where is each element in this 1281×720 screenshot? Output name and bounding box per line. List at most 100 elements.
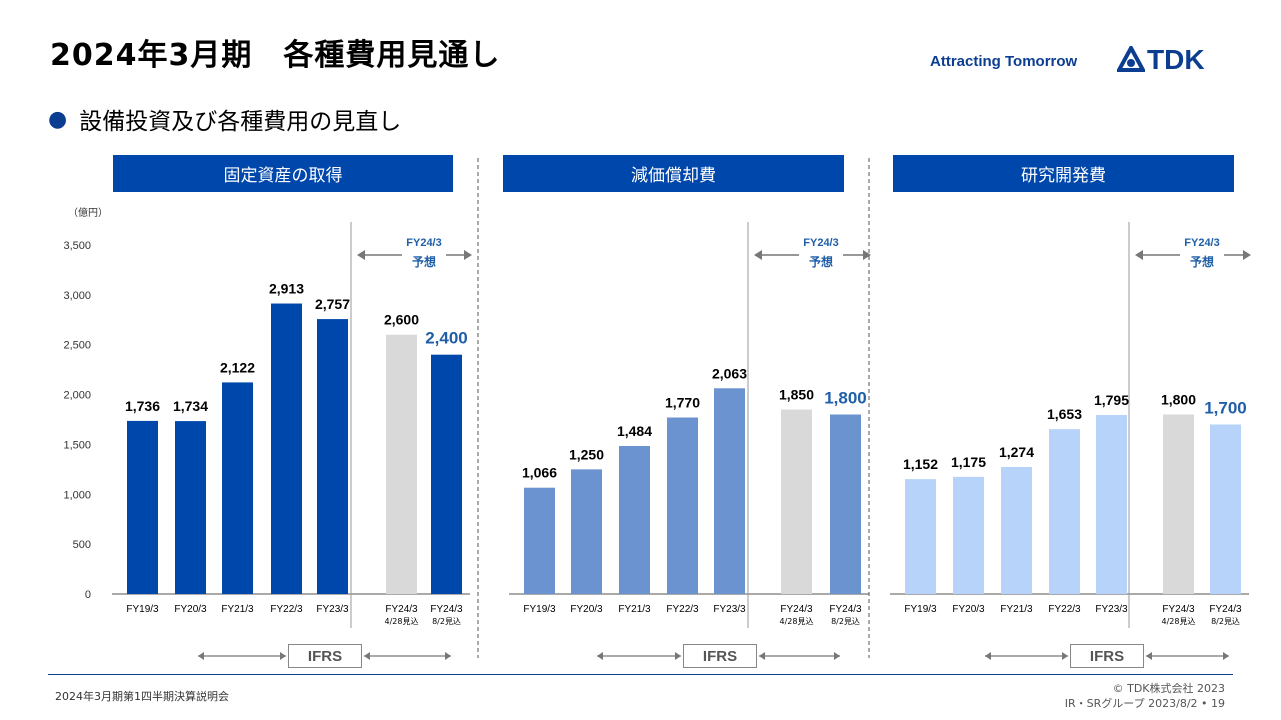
depreciation-category-sublabel: 4/28見込 (780, 617, 814, 626)
capex-forecast-arrow-right-head (464, 250, 472, 260)
unit-label: （億円） (68, 208, 108, 219)
tdk-logo: TDK (1117, 44, 1205, 76)
footer-copyright: © TDK株式会社 2023 (1112, 682, 1225, 695)
logo-text: TDK (1147, 44, 1205, 75)
rd-bar (1096, 415, 1127, 594)
depreciation-category-label: FY20/3 (570, 604, 603, 615)
tagline: Attracting Tomorrow (930, 53, 1078, 70)
capex-value-label: 1,736 (125, 398, 160, 414)
capex-category-label: FY20/3 (174, 604, 207, 615)
rd-bar (905, 479, 936, 594)
capex-category-label: FY21/3 (221, 604, 254, 615)
capex-category-sublabel: 4/28見込 (385, 617, 419, 626)
footer-rule (48, 674, 1233, 675)
capex-bar (175, 421, 206, 594)
ifrs-box-capex: IFRS (288, 644, 362, 668)
depreciation-ifrs-arrow-left-head-right (675, 652, 681, 660)
y-tick-label: 2,500 (63, 340, 91, 352)
footer-right: © TDK株式会社 2023 IR・SRグループ 2023/8/2 • 19 (1065, 681, 1225, 711)
capex-bar (127, 420, 158, 594)
depreciation-category-label: FY24/3 (780, 604, 813, 615)
rd-category-label: FY23/3 (1095, 604, 1128, 615)
depreciation-value-label: 1,484 (617, 423, 652, 439)
depreciation-value-label: 1,850 (779, 387, 814, 403)
capex-bar (431, 354, 462, 594)
depreciation-forecast-label: FY24/3 (803, 237, 838, 249)
rd-value-label: 1,274 (999, 444, 1034, 460)
depreciation-category-label: FY21/3 (618, 604, 651, 615)
rd-ifrs-arrow-right-head-right (1223, 652, 1229, 660)
rd-value-label: 1,152 (903, 456, 938, 472)
depreciation-category-label: FY23/3 (713, 604, 746, 615)
y-tick-label: 3,500 (63, 240, 91, 252)
rd-forecast-label: FY24/3 (1184, 237, 1219, 249)
depreciation-value-label: 1,770 (665, 395, 700, 411)
depreciation-category-label: FY22/3 (666, 604, 699, 615)
depreciation-category-sublabel: 8/2見込 (831, 617, 860, 626)
capex-forecast-label: FY24/3 (406, 237, 441, 249)
capex-bar (386, 334, 417, 594)
tdk-emblem-icon (1117, 46, 1145, 72)
depreciation-bar (524, 487, 555, 594)
rd-forecast-arrow-right-head (1243, 250, 1251, 260)
ifrs-box-rd: IFRS (1070, 644, 1144, 668)
bullet-point: ● 設備投資及び各種費用の見直し (48, 102, 401, 136)
capex-header: 固定資産の取得 (113, 155, 453, 192)
depreciation-forecast-arrow-left-head (754, 250, 762, 260)
depreciation-value-label: 1,066 (522, 465, 557, 481)
depreciation-bar (830, 414, 861, 594)
depreciation-bar (619, 446, 650, 594)
rd-value-label: 1,653 (1047, 406, 1082, 422)
capex-forecast-arrow-left-head (357, 250, 365, 260)
y-tick-label: 500 (73, 539, 91, 551)
capex-bar (271, 303, 302, 594)
y-tick-label: 2,000 (63, 390, 91, 402)
rd-value-label: 1,175 (951, 454, 986, 470)
rd-header: 研究開発費 (893, 155, 1234, 192)
rd-bar (1163, 414, 1194, 594)
rd-category-sublabel: 4/28見込 (1162, 617, 1196, 626)
rd-ifrs-arrow-right-head-left (1146, 652, 1152, 660)
rd-value-label: 1,800 (1161, 392, 1196, 408)
capex-ifrs-arrow-left-head-left (198, 652, 204, 660)
depreciation-value-label: 1,250 (569, 446, 604, 462)
y-tick-label: 1,500 (63, 439, 91, 451)
depreciation-category-label: FY24/3 (829, 604, 862, 615)
y-tick-label: 0 (85, 589, 91, 601)
capex-value-label: 2,757 (315, 296, 350, 312)
capex-ifrs-arrow-right-head-right (445, 652, 451, 660)
capex-category-label: FY19/3 (126, 604, 159, 615)
capex-bar (317, 319, 348, 594)
depreciation-category-label: FY19/3 (523, 604, 556, 615)
capex-ifrs-arrow-left-head-right (280, 652, 286, 660)
capex-category-label: FY22/3 (270, 604, 303, 615)
depreciation-bar (714, 388, 745, 594)
rd-ifrs-arrow-left-head-right (1062, 652, 1068, 660)
depreciation-forecast-sub: 予想 (809, 254, 833, 269)
depreciation-ifrs-arrow-right-head-left (759, 652, 765, 660)
ifrs-box-depreciation: IFRS (683, 644, 757, 668)
footer-page: IR・SRグループ 2023/8/2 • 19 (1064, 697, 1225, 710)
rd-category-label: FY19/3 (904, 604, 937, 615)
rd-category-label: FY24/3 (1162, 604, 1195, 615)
capex-value-label: 2,400 (425, 329, 468, 348)
y-tick-label: 3,000 (63, 290, 91, 302)
rd-value-label: 1,795 (1094, 392, 1129, 408)
rd-category-sublabel: 8/2見込 (1211, 617, 1240, 626)
rd-bar (1210, 424, 1241, 594)
page-title: 2024年3月期 各種費用見通し (50, 38, 501, 73)
rd-forecast-arrow-left-head (1135, 250, 1143, 260)
rd-category-label: FY24/3 (1209, 604, 1242, 615)
depreciation-bar (571, 469, 602, 594)
capex-bar (222, 382, 253, 594)
capex-category-label: FY23/3 (316, 604, 349, 615)
depreciation-bar (781, 409, 812, 594)
depreciation-value-label: 2,063 (712, 365, 747, 381)
capex-ifrs-arrow-right-head-left (364, 652, 370, 660)
rd-category-label: FY20/3 (952, 604, 985, 615)
rd-forecast-sub: 予想 (1190, 254, 1214, 269)
capex-forecast-sub: 予想 (412, 254, 436, 269)
depreciation-header: 減価償却費 (503, 155, 844, 192)
capex-value-label: 1,734 (173, 398, 208, 414)
y-tick-label: 1,000 (63, 489, 91, 501)
